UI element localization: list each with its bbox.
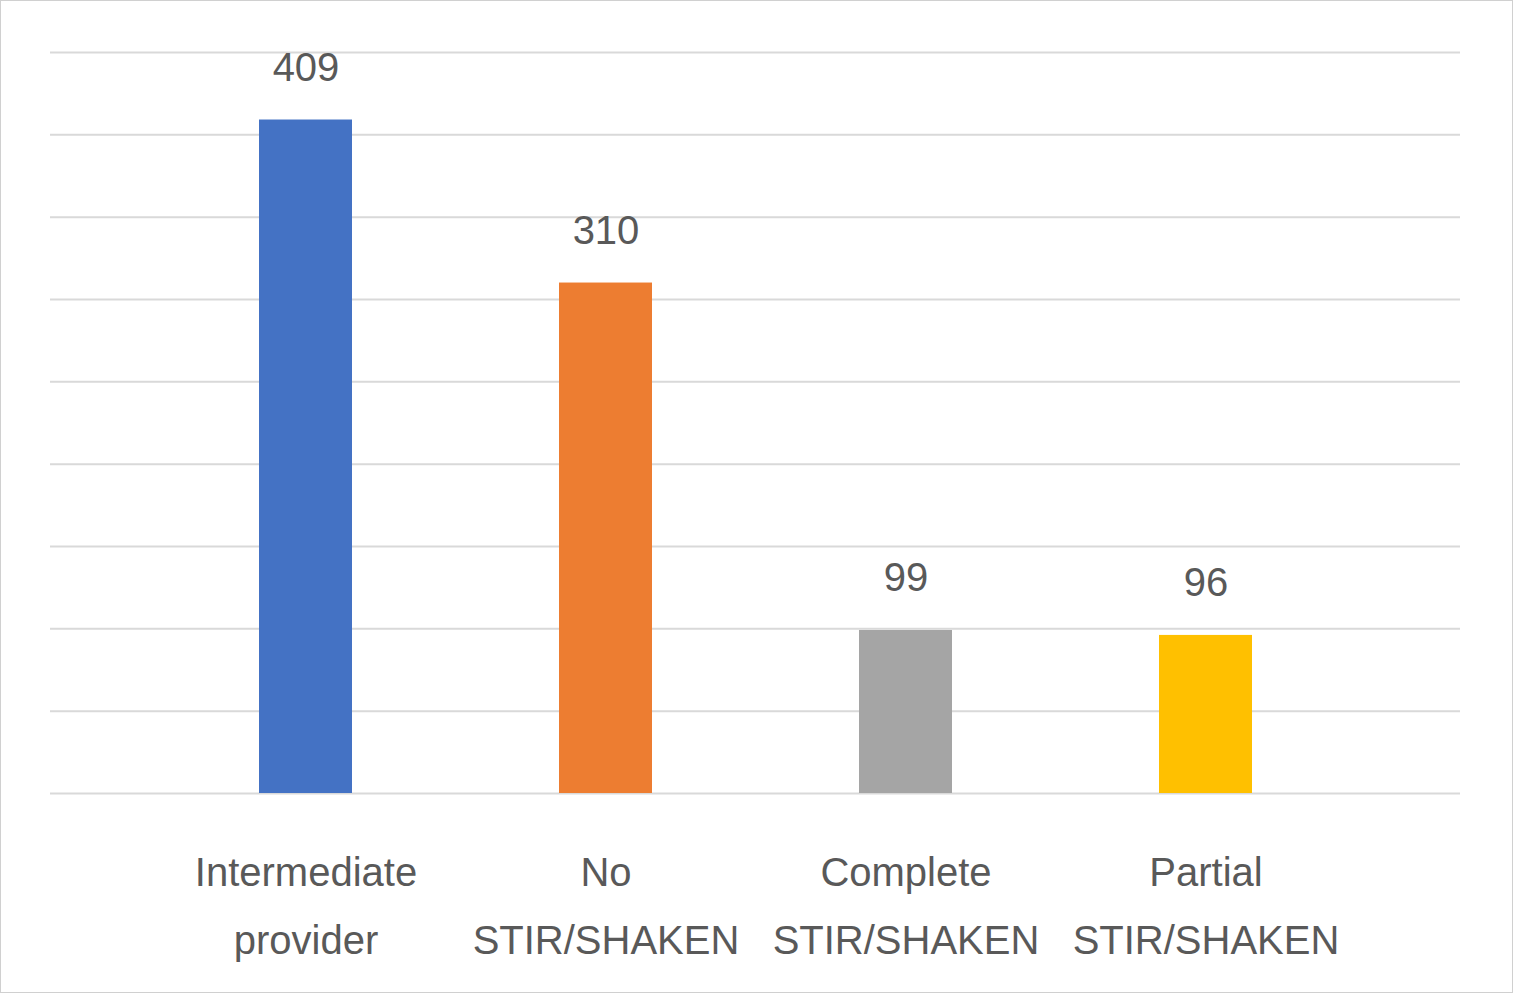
svg-text:310: 310 — [573, 208, 640, 252]
svg-text:409: 409 — [273, 45, 340, 89]
svg-text:NoSTIR/SHAKEN: NoSTIR/SHAKEN — [473, 850, 740, 962]
svg-text:99: 99 — [884, 555, 929, 599]
svg-text:PartialSTIR/SHAKEN: PartialSTIR/SHAKEN — [1073, 850, 1340, 962]
svg-text:CompleteSTIR/SHAKEN: CompleteSTIR/SHAKEN — [773, 850, 1040, 962]
svg-text:96: 96 — [1184, 560, 1229, 604]
svg-text:Intermediateprovider: Intermediateprovider — [195, 850, 417, 962]
